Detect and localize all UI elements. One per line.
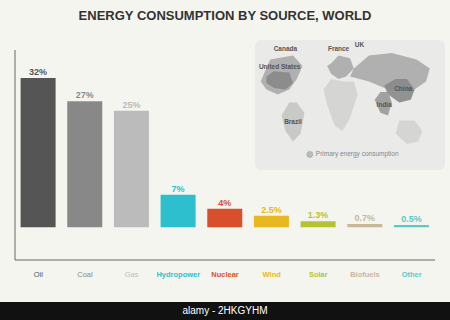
svg-text:Coal: Coal (77, 270, 93, 279)
html-text:alamy - 2HKGYHM: alamy - 2HKGYHM (182, 305, 268, 316)
svg-text:Canada: Canada (274, 45, 298, 52)
svg-text:UK: UK (355, 41, 365, 48)
svg-text:France: France (328, 45, 350, 52)
svg-text:0.7%: 0.7% (355, 213, 376, 223)
svg-text:0.5%: 0.5% (401, 214, 422, 224)
svg-text:Brazil: Brazil (284, 118, 302, 125)
svg-text:7%: 7% (172, 184, 185, 194)
svg-text:Oil: Oil (34, 270, 44, 279)
svg-text:Primary energy consumption: Primary energy consumption (316, 150, 399, 158)
svg-text:4%: 4% (218, 198, 231, 208)
svg-text:India: India (377, 101, 393, 108)
svg-text:Solar: Solar (309, 270, 328, 279)
svg-text:United States: United States (259, 63, 301, 70)
svg-text:Wind: Wind (263, 270, 282, 279)
html-text:ENERGY CONSUMPTION BY SOURCE,: ENERGY CONSUMPTION BY SOURCE, WORLD (78, 8, 372, 23)
svg-text:1.3%: 1.3% (308, 210, 329, 220)
svg-text:Gas: Gas (125, 270, 139, 279)
svg-text:2.5%: 2.5% (261, 205, 282, 215)
svg-text:China: China (394, 85, 412, 92)
svg-text:Hydropower: Hydropower (156, 270, 200, 279)
svg-text:32%: 32% (29, 67, 47, 77)
svg-text:27%: 27% (76, 90, 94, 100)
svg-text:Other: Other (402, 270, 422, 279)
svg-text:Nuclear: Nuclear (211, 270, 239, 279)
svg-text:Biofuels: Biofuels (350, 270, 380, 279)
svg-text:25%: 25% (122, 100, 140, 110)
